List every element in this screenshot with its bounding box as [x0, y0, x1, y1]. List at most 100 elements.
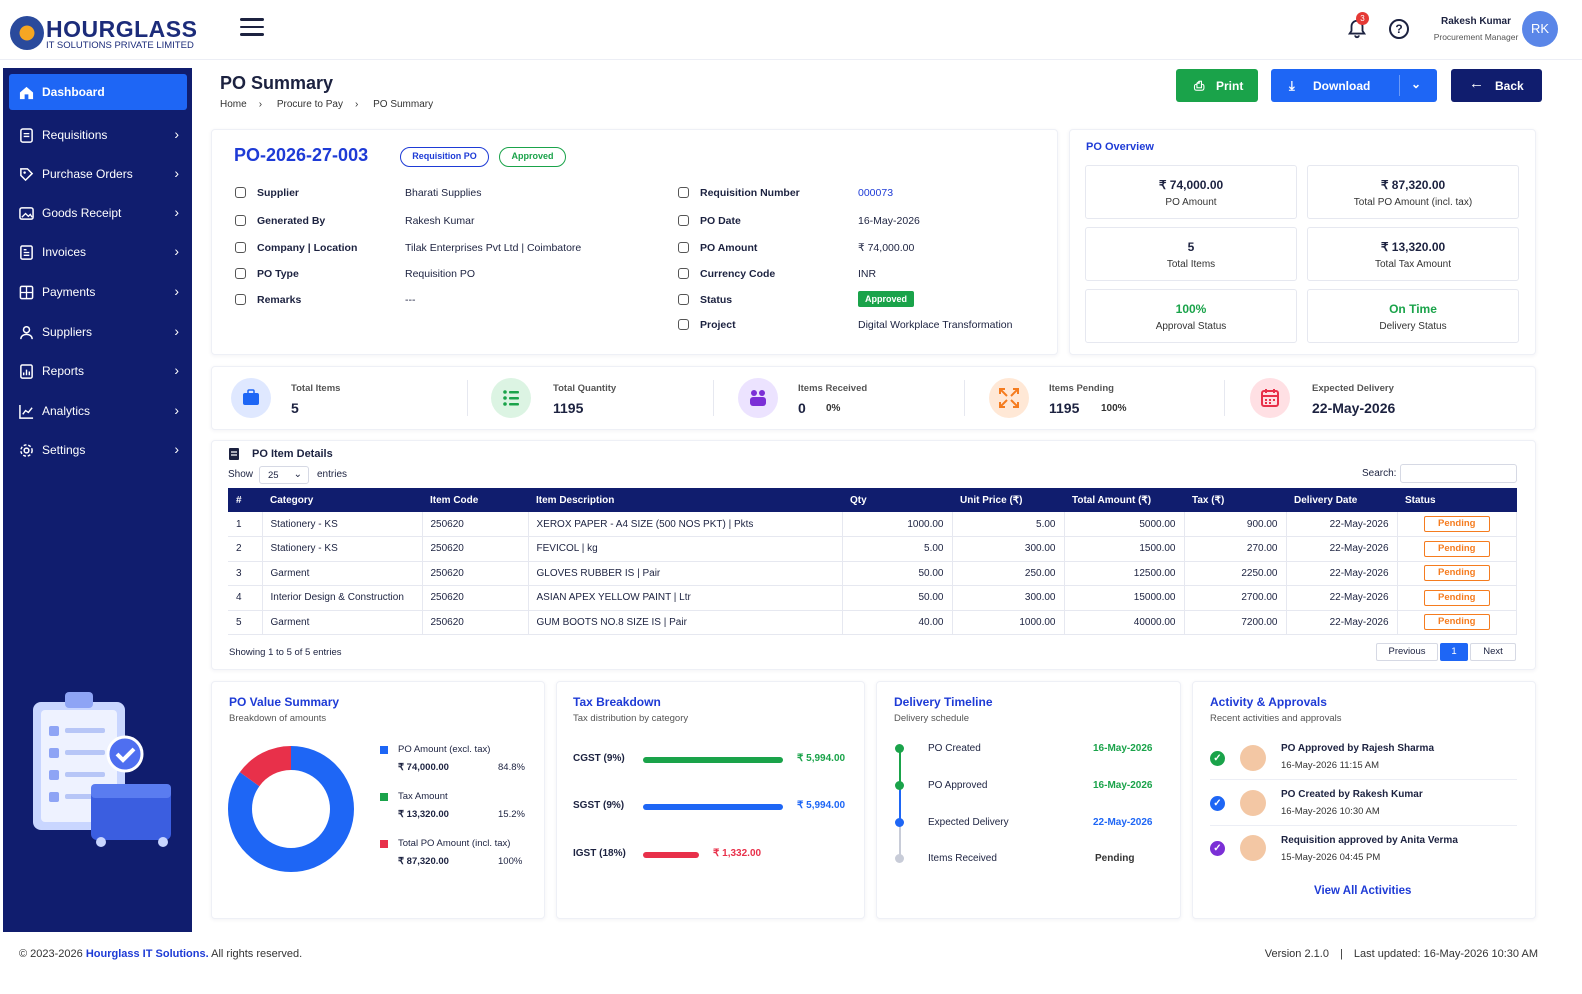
- detail-value: 16-May-2026: [858, 215, 920, 227]
- sidebar-item-dashboard[interactable]: Dashboard: [9, 74, 187, 110]
- breadcrumb-procure[interactable]: Procure to Pay: [276, 99, 343, 110]
- tax-row-igst: IGST (18%) ₹ 1,332.00: [573, 848, 761, 859]
- brand-logo[interactable]: HOURGLASS IT SOLUTIONS PRIVATE LIMITED: [8, 6, 220, 58]
- legend-swatch: [380, 840, 388, 848]
- print-button[interactable]: ⎙ Print: [1176, 69, 1258, 102]
- sidebar-item-requisitions[interactable]: Requisitions ›: [9, 117, 187, 153]
- timeline-date: 16-May-2026: [1093, 743, 1153, 754]
- page-size-select[interactable]: 25 ⌄: [259, 466, 309, 484]
- overview-value: ₹ 87,320.00: [1380, 178, 1446, 192]
- cell-index: 4: [228, 585, 263, 611]
- stat-label: Expected Delivery: [1312, 383, 1394, 394]
- cell-total: 40000.00: [1064, 610, 1185, 635]
- stats-strip: [211, 366, 1536, 430]
- tax-title: Tax Breakdown: [573, 695, 661, 709]
- search-input[interactable]: [1400, 464, 1517, 483]
- po-overview-title: PO Overview: [1086, 141, 1154, 153]
- legend-name: PO Amount (excl. tax): [398, 744, 491, 755]
- sidebar-item-purchase-orders[interactable]: Purchase Orders ›: [9, 156, 187, 192]
- footer-company-link[interactable]: Hourglass IT Solutions.: [85, 948, 209, 960]
- column-header[interactable]: #: [228, 488, 262, 512]
- overview-value: ₹ 13,320.00: [1380, 240, 1446, 254]
- sidebar-item-goods-receipt[interactable]: Goods Receipt ›: [9, 195, 187, 231]
- printer-icon: ⎙: [1194, 78, 1205, 93]
- column-header[interactable]: Status: [1397, 488, 1517, 512]
- breadcrumb-home[interactable]: Home: [220, 99, 247, 110]
- legend-swatch: [380, 793, 388, 801]
- cell-description: XEROX PAPER - A4 SIZE (500 NOS PKT) | Pk…: [528, 512, 843, 537]
- overview-total-items: 5 Total Items: [1085, 227, 1297, 281]
- cell-total: 12500.00: [1064, 561, 1185, 586]
- generated-by-icon: [235, 215, 246, 226]
- avatar: [1240, 745, 1266, 771]
- cell-item-code: 250620: [422, 512, 529, 537]
- sidebar-item-settings[interactable]: Settings ›: [9, 432, 187, 468]
- detail-value: Bharati Supplies: [405, 187, 482, 199]
- previous-button[interactable]: Previous: [1376, 643, 1438, 661]
- help-icon[interactable]: ?: [1389, 19, 1409, 39]
- sidebar-item-reports[interactable]: Reports ›: [9, 353, 187, 389]
- view-all-activities-link[interactable]: View All Activities: [1314, 885, 1412, 897]
- footer-separator: |: [1340, 948, 1343, 960]
- breadcrumb: Home › Procure to Pay › PO Summary: [220, 99, 445, 110]
- chevron-right-icon: ›: [174, 243, 179, 259]
- chevron-down-icon: ⌄: [293, 469, 302, 480]
- column-header[interactable]: Category: [262, 488, 422, 512]
- tax-bar: [643, 804, 783, 810]
- requisition-link[interactable]: 000073: [858, 187, 894, 199]
- po-details-card: [211, 129, 1058, 355]
- menu-toggle-icon[interactable]: [240, 18, 264, 38]
- avatar[interactable]: RK: [1522, 11, 1558, 47]
- status-badge: Pending: [1423, 516, 1490, 532]
- po-overview-card: [1069, 129, 1536, 355]
- grid-icon: [19, 285, 34, 300]
- column-header[interactable]: Total Amount (₹): [1064, 488, 1184, 512]
- column-header[interactable]: Qty: [842, 488, 952, 512]
- column-header[interactable]: Tax (₹): [1184, 488, 1286, 512]
- legend-name: Total PO Amount (incl. tax): [398, 838, 511, 849]
- sidebar-item-label: Reports: [42, 364, 85, 378]
- stat-label: Items Pending: [1049, 383, 1114, 394]
- arrow-left-icon: ←: [1469, 75, 1484, 92]
- next-button[interactable]: Next: [1470, 643, 1516, 661]
- cell-item-code: 250620: [422, 585, 529, 611]
- status-badge: Pending: [1423, 589, 1490, 606]
- notification-badge: 3: [1356, 12, 1369, 25]
- cell-category: Garment: [262, 610, 423, 635]
- column-header[interactable]: Delivery Date: [1286, 488, 1397, 512]
- column-header[interactable]: Item Code: [422, 488, 528, 512]
- project-icon: [678, 319, 689, 330]
- sidebar-item-invoices[interactable]: Invoices ›: [9, 234, 187, 270]
- sidebar-item-label: Analytics: [42, 404, 91, 418]
- breadcrumb-separator-icon: ›: [354, 99, 359, 110]
- value-donut-chart: [228, 746, 354, 872]
- po-type-icon: [235, 268, 246, 279]
- status-badge: Pending: [1423, 614, 1490, 631]
- file-icon: [20, 128, 33, 143]
- stat-value: 1195: [553, 400, 584, 416]
- items-table: # Category Item Code Item Description Qt…: [228, 488, 1517, 635]
- download-button[interactable]: ⤓ Download ⌄: [1271, 69, 1437, 102]
- cell-unit-price: 1000.00: [952, 610, 1065, 635]
- value-summary-subtitle: Breakdown of amounts: [229, 713, 327, 724]
- overview-label: Total PO Amount (incl. tax): [1353, 197, 1473, 208]
- page-1-button[interactable]: 1: [1440, 643, 1468, 661]
- cell-item-code: 250620: [422, 536, 529, 562]
- detail-label: Requisition Number: [700, 187, 800, 199]
- sidebar-item-analytics[interactable]: Analytics ›: [9, 393, 187, 429]
- cell-index: 3: [228, 561, 263, 586]
- back-button[interactable]: ← Back: [1451, 69, 1542, 102]
- sidebar-item-payments[interactable]: Payments ›: [9, 274, 187, 310]
- chevron-down-icon[interactable]: ⌄: [1411, 77, 1422, 91]
- delivery-timeline-card: [876, 681, 1181, 919]
- brand-tagline: IT SOLUTIONS PRIVATE LIMITED: [46, 40, 194, 51]
- activity-date: 16-May-2026 11:15 AM: [1281, 760, 1380, 771]
- detail-label: Generated By: [257, 215, 326, 227]
- sidebar-item-suppliers[interactable]: Suppliers ›: [9, 314, 187, 350]
- column-header[interactable]: Item Description: [528, 488, 842, 512]
- column-header[interactable]: Unit Price (₹): [952, 488, 1064, 512]
- tax-breakdown-card: [556, 681, 865, 919]
- cell-index: 2: [228, 536, 263, 562]
- stat-value: 1195: [1049, 400, 1080, 416]
- overview-approval-status: 100% Approval Status: [1085, 289, 1297, 343]
